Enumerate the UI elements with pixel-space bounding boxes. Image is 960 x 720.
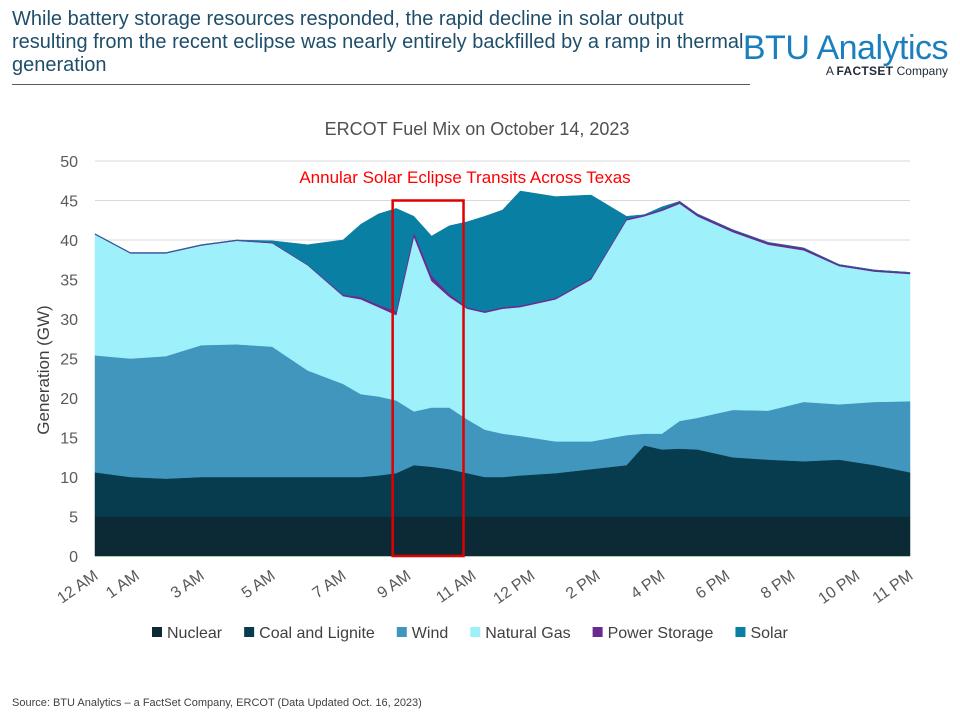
legend-label-wind: Wind — [412, 625, 448, 642]
chart-title: ERCOT Fuel Mix on October 14, 2023 — [325, 119, 630, 139]
y-tick-label: 10 — [60, 470, 78, 487]
headline: While battery storage resources responde… — [12, 8, 744, 76]
area-solar — [94, 190, 911, 312]
y-tick-label: 30 — [60, 312, 78, 329]
y-tick-label: 15 — [60, 431, 78, 448]
x-tick-label: 12 PM — [491, 567, 539, 607]
area-nuclear — [94, 516, 911, 557]
eclipse-highlight-box — [391, 199, 465, 558]
x-tick-label: 8 PM — [758, 567, 798, 602]
logo-tagline-brand: FACTSET — [836, 64, 894, 78]
legend-swatch-coal-and-lignite — [244, 627, 255, 637]
stacked-areas — [94, 190, 911, 557]
y-tick-label: 35 — [60, 273, 78, 290]
x-tick-label: 12 AM — [54, 567, 101, 607]
source-note: Source: BTU Analytics – a FactSet Compan… — [12, 697, 422, 709]
eclipse-annotation: Annular Solar Eclipse Transits Across Te… — [299, 168, 630, 187]
y-tick-label: 0 — [69, 549, 78, 566]
legend: Nuclear Coal and Lignite Wind Natural Gas Po… — [152, 625, 788, 642]
x-tick-label: 3 AM — [168, 567, 208, 602]
legend-swatch-power-storage — [592, 627, 603, 637]
y-axis-ticks: 0 5 10 15 20 25 30 35 40 45 50 — [60, 154, 78, 566]
x-tick-label: 4 PM — [628, 567, 668, 602]
y-axis-label: Generation (GW) — [34, 305, 53, 434]
legend-swatch-wind — [396, 627, 407, 637]
x-axis-ticks: 12 AM 1 AM 3 AM 5 AM 7 AM 9 AM 11 AM 12 PM 2 PM 4… — [54, 567, 916, 607]
legend-swatch-solar — [735, 627, 746, 637]
y-tick-label: 45 — [60, 194, 78, 211]
x-tick-label: 11 AM — [433, 567, 479, 606]
x-tick-label: 2 PM — [563, 567, 603, 602]
legend-swatch-natural-gas — [470, 627, 481, 637]
legend-label-power-storage: Power Storage — [608, 625, 714, 642]
legend-label-coal-and-lignite: Coal and Lignite — [259, 625, 375, 642]
legend-swatch-nuclear — [152, 627, 162, 637]
legend-label-natural-gas: Natural Gas — [485, 625, 570, 642]
logo-tagline: A FACTSET Company — [743, 64, 948, 78]
x-tick-label: 7 AM — [310, 567, 350, 602]
y-tick-label: 50 — [60, 154, 78, 171]
legend-label-solar: Solar — [750, 625, 788, 642]
btu-analytics-logo: BTU Analytics A FACTSET Company — [742, 29, 949, 78]
logo-tagline-suffix: Company — [893, 64, 948, 78]
headline-divider — [12, 84, 750, 85]
x-tick-label: 1 AM — [103, 567, 143, 602]
legend-label-nuclear: Nuclear — [167, 625, 223, 642]
x-tick-label: 10 PM — [816, 567, 864, 607]
x-tick-label: 9 AM — [375, 567, 415, 602]
fuel-mix-chart: ERCOT Fuel Mix on October 14, 2023 0 5 10 1… — [34, 119, 916, 642]
x-tick-label: 6 PM — [693, 567, 733, 602]
logo-wordmark: BTU Analytics — [742, 29, 949, 67]
x-tick-label: 11 PM — [870, 567, 917, 607]
logo-tagline-prefix: A — [825, 64, 837, 78]
y-tick-label: 40 — [60, 233, 78, 250]
y-tick-label: 5 — [69, 510, 78, 527]
y-tick-label: 25 — [60, 352, 78, 369]
x-tick-label: 5 AM — [239, 567, 279, 602]
y-tick-label: 20 — [60, 391, 78, 408]
